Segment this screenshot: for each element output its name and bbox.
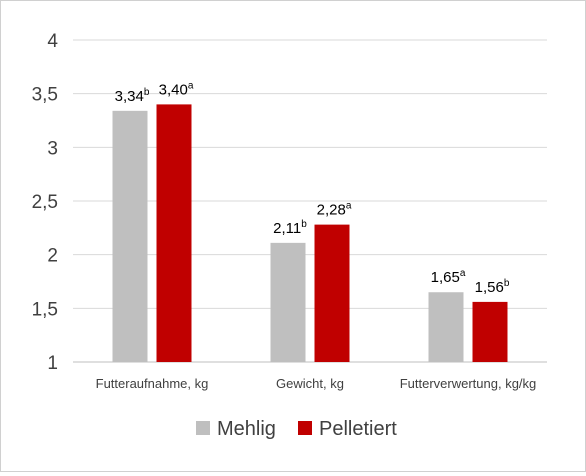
y-tick-label: 2,5 bbox=[32, 192, 58, 213]
bar-pelletiert-1 bbox=[156, 104, 192, 363]
gridlines bbox=[73, 39, 547, 363]
data-label: 1,56b bbox=[475, 278, 510, 296]
data-label: 3,40a bbox=[159, 80, 194, 98]
bar-pelletiert-2 bbox=[314, 224, 350, 362]
bar-mehlig-3 bbox=[428, 292, 464, 362]
data-label: 2,28a bbox=[317, 201, 352, 219]
y-axis-ticks: 1 1,5 2 2,5 3 3,5 4 bbox=[32, 31, 59, 374]
data-label: 2,11b bbox=[273, 219, 307, 237]
bars bbox=[112, 104, 508, 363]
y-tick-label: 3 bbox=[47, 138, 58, 159]
data-labels: 3,34b 3,40a 2,11b 2,28a 1,65a 1,56b bbox=[115, 80, 510, 295]
x-tick-label: Futteraufnahme, kg bbox=[96, 376, 209, 391]
bar-pelletiert-3 bbox=[472, 301, 508, 362]
y-tick-label: 4 bbox=[47, 31, 58, 52]
x-tick-label: Futterverwertung, kg/kg bbox=[400, 376, 537, 391]
y-tick-label: 3,5 bbox=[32, 85, 58, 106]
legend-swatch-pelletiert bbox=[298, 421, 312, 435]
data-label: 3,34b bbox=[115, 87, 150, 105]
legend-swatch-mehlig bbox=[196, 421, 210, 435]
bar-mehlig-1 bbox=[112, 110, 148, 362]
x-tick-label: Gewicht, kg bbox=[276, 376, 344, 391]
legend: Mehlig Pelletiert bbox=[196, 418, 397, 440]
y-tick-label: 1,5 bbox=[32, 299, 58, 320]
bar-mehlig-2 bbox=[270, 242, 306, 362]
data-label: 1,65a bbox=[431, 268, 466, 286]
x-axis-ticks: Futteraufnahme, kg Gewicht, kg Futterverwe… bbox=[96, 376, 537, 391]
legend-label-pelletiert: Pelletiert bbox=[319, 418, 397, 440]
legend-label-mehlig: Mehlig bbox=[217, 418, 276, 440]
y-tick-label: 2 bbox=[47, 246, 58, 267]
y-tick-label: 1 bbox=[47, 353, 58, 374]
